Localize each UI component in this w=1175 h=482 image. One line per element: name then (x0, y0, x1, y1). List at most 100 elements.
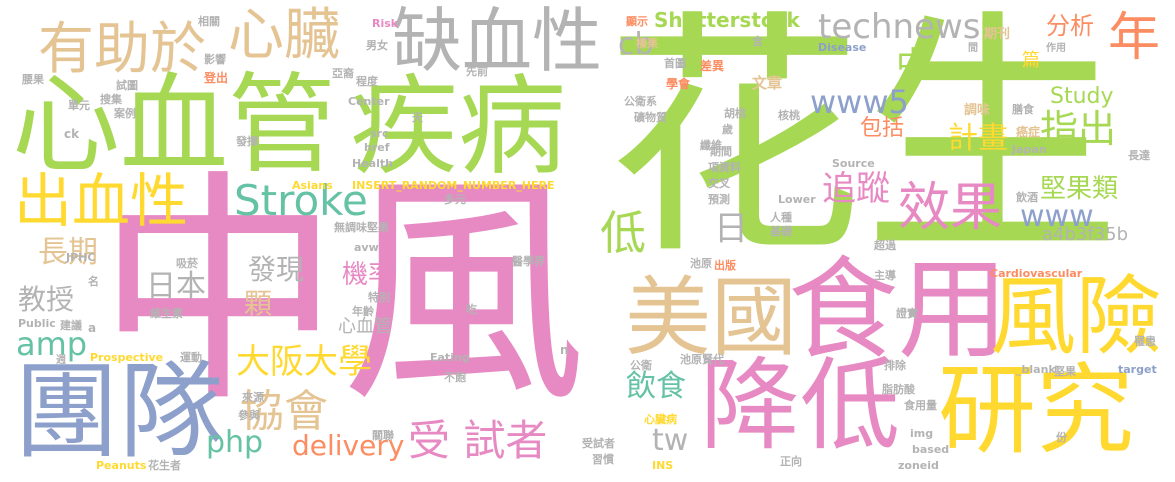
word: 項資料 (708, 161, 741, 174)
word: 顆 (244, 287, 273, 320)
word: 期間 (710, 145, 732, 158)
word: 追蹤 (822, 169, 890, 209)
word: amp (16, 325, 88, 363)
word: href (364, 141, 390, 154)
word: 出版 (714, 259, 736, 272)
word: 日本 (146, 269, 206, 304)
word: Eating (430, 351, 470, 364)
word: 缺血性 (392, 0, 602, 82)
word: 指出 (1040, 107, 1117, 151)
word: 計畫 (948, 121, 1008, 156)
word: 份 (1056, 431, 1067, 444)
word: 習慣 (592, 453, 614, 466)
word: avw (354, 241, 379, 254)
word: Center (348, 95, 390, 108)
word: 名 (88, 275, 99, 288)
word: 先前 (466, 65, 488, 78)
word: JPHC (66, 251, 96, 264)
word: 男女 (366, 39, 388, 52)
word: 差異 (700, 59, 725, 73)
word: 顯示 (626, 15, 648, 28)
word: 相關 (198, 15, 220, 28)
word: 參與 (238, 409, 260, 422)
word: 排除 (884, 359, 906, 372)
word: 脂肪酸 (882, 383, 915, 396)
word: 關聯 (372, 429, 394, 442)
word: a4b3f35b (1042, 224, 1129, 245)
word: 證實 (896, 307, 918, 320)
word: 影響 (204, 53, 226, 66)
word: 篇 (1022, 50, 1040, 71)
word: 包括 (860, 116, 905, 141)
word: 程度 (356, 75, 378, 88)
word: 花生者 (148, 459, 181, 472)
word: 礦物質 (634, 111, 667, 124)
word: 吃 (466, 303, 477, 316)
word: img (910, 427, 934, 440)
word: 中風 (96, 150, 586, 435)
word: 調味 (964, 103, 991, 118)
word: 堅果 (1054, 365, 1076, 378)
word: 天 (412, 111, 423, 124)
word: 飲食 (626, 369, 686, 404)
word: 堅果類 (1040, 174, 1119, 204)
word: 期刊 (984, 27, 1011, 42)
word: 來源 (242, 391, 264, 404)
word: Japan (1012, 143, 1047, 156)
word: 含 (752, 35, 763, 48)
word: 日 (714, 209, 748, 249)
word: 公衛 (630, 359, 652, 372)
word: Peanuts (96, 459, 147, 472)
word: 歲 (722, 123, 733, 136)
word: 案例 (114, 107, 136, 120)
word: INS (652, 459, 674, 472)
word: Disease (818, 41, 867, 54)
word: Study (1050, 84, 1114, 109)
word: 有助於 (38, 17, 206, 82)
word: 榛果 (636, 37, 658, 50)
word: Asians (292, 179, 333, 192)
word: www (1020, 199, 1094, 234)
word: 發揮 (236, 135, 258, 148)
word: 心血管 (338, 316, 392, 337)
word: src (370, 127, 389, 140)
word: Public (18, 317, 56, 330)
word: 多元 (444, 193, 466, 206)
word: 長達 (1128, 149, 1150, 162)
word: 心血管 (12, 63, 337, 188)
word: n (560, 343, 569, 357)
word: 不飽 (444, 371, 466, 384)
word: 核桃 (778, 109, 800, 122)
word: 醫學界 (512, 255, 545, 268)
word: 膳食 (1012, 103, 1034, 116)
word: zoneid (898, 459, 939, 472)
word: Lower (778, 193, 816, 206)
word: 交叉 (708, 177, 730, 190)
word: 發現 (248, 253, 305, 286)
word: cb (618, 27, 654, 62)
word: 登出 (204, 71, 229, 85)
word: 作用 (1046, 43, 1066, 54)
word: 池原賢代 (680, 353, 724, 366)
word: Health (352, 157, 393, 170)
word: 胡桃 (724, 107, 746, 120)
word: 基礎 (770, 225, 792, 238)
word: ck (64, 127, 80, 141)
word: 年齡 (352, 305, 374, 318)
word: 食用 (788, 246, 1008, 374)
word: 正向 (780, 455, 802, 468)
word: 花生 (605, 0, 1121, 289)
word: Shutterstock (654, 8, 800, 32)
word: 教授 (18, 283, 75, 316)
word: 分析 (1046, 12, 1094, 40)
word: 池原 (690, 257, 712, 270)
word: 受 試者 (408, 416, 548, 465)
word: 運動 (180, 351, 202, 364)
word: 研究 (938, 354, 1135, 468)
word: 主導 (874, 269, 896, 282)
word: 風險 (990, 267, 1162, 367)
word: 亞裔 (332, 67, 354, 80)
word: 大阪大學 (236, 342, 372, 382)
word: 團隊 (14, 351, 225, 473)
